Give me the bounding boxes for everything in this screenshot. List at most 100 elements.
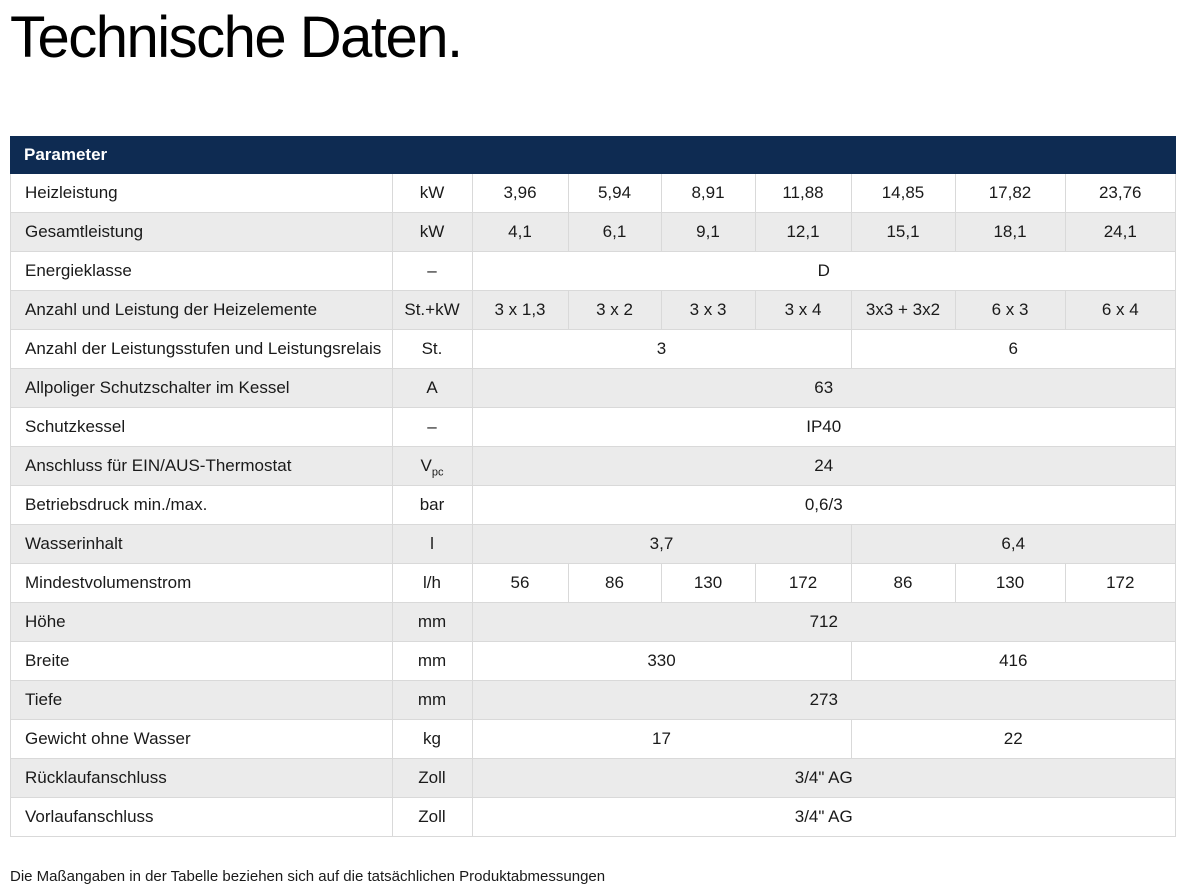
parameter-unit: Zoll (391, 796, 472, 836)
parameter-label: Wasserinhalt (11, 523, 392, 564)
table-row: Heizleistung kW 3,96 5,94 8,91 11,88 14,85 17,8… (11, 173, 1175, 213)
value-cell: 24,1 (1064, 211, 1175, 252)
parameter-unit: kg (391, 718, 472, 759)
parameter-label: Energieklasse (11, 250, 392, 291)
value-cell: 712 (471, 601, 1175, 642)
value-cell: 0,6/3 (471, 484, 1175, 525)
parameter-label: Rücklaufanschluss (11, 757, 392, 798)
spec-table: Heizleistung kW 3,96 5,94 8,91 11,88 14,85 17,8… (11, 173, 1175, 836)
value-cell: 5,94 (567, 173, 661, 213)
table-row: Gewicht ohne Wasser kg 17 22 (11, 718, 1175, 759)
value-cell: 6 x 3 (954, 289, 1065, 330)
parameter-label: Schutzkessel (11, 406, 392, 447)
value-cell: 3x3 + 3x2 (850, 289, 955, 330)
value-cell: 6 x 4 (1064, 289, 1175, 330)
parameter-unit: – (391, 250, 472, 291)
parameter-label: Allpoliger Schutzschalter im Kessel (11, 367, 392, 408)
table-row: Mindestvolumenstrom l/h 56 86 130 172 86 130 172 (11, 562, 1175, 603)
parameter-label: Heizleistung (11, 173, 392, 213)
value-cell: 330 (471, 640, 851, 681)
value-cell: 6 (850, 328, 1175, 369)
value-cell: 172 (1064, 562, 1175, 603)
value-cell: 17 (471, 718, 851, 759)
table-row: Gesamtleistung kW 4,1 6,1 9,1 12,1 15,1 18,1 24,… (11, 211, 1175, 252)
parameter-unit: Zoll (391, 757, 472, 798)
value-cell: 14,85 (850, 173, 955, 213)
value-cell: 3 (471, 328, 851, 369)
value-cell: 15,1 (850, 211, 955, 252)
value-cell: 273 (471, 679, 1175, 720)
value-cell: 22 (850, 718, 1175, 759)
table-row: Höhe mm 712 (11, 601, 1175, 642)
value-cell: 3 x 2 (567, 289, 661, 330)
table-row: Wasserinhalt l 3,7 6,4 (11, 523, 1175, 564)
value-cell: 3,96 (471, 173, 568, 213)
parameter-label: Anschluss für EIN/AUS-Thermostat (11, 445, 392, 486)
value-cell: 6,4 (850, 523, 1175, 564)
table-row: Breite mm 330 416 (11, 640, 1175, 681)
parameter-unit: bar (391, 484, 472, 525)
table-header-bar: Parameter (10, 135, 1176, 174)
value-cell: 8,91 (660, 173, 755, 213)
value-cell: 24 (471, 445, 1175, 486)
parameter-label: Anzahl der Leistungsstufen und Leistungs… (11, 328, 392, 369)
unit-subscript: pc (431, 466, 444, 479)
table-row: Energieklasse – D (11, 250, 1175, 291)
value-cell: 3 x 1,3 (471, 289, 568, 330)
parameter-label: Vorlaufanschluss (11, 796, 392, 836)
parameter-label: Anzahl und Leistung der Heizelemente (11, 289, 392, 330)
parameter-label: Tiefe (11, 679, 392, 720)
value-cell: 130 (660, 562, 755, 603)
value-cell: 3/4" AG (471, 796, 1175, 836)
parameter-unit: mm (391, 601, 472, 642)
spec-table-body: Heizleistung kW 3,96 5,94 8,91 11,88 14,85 17,8… (11, 173, 1175, 836)
parameter-unit: – (391, 406, 472, 447)
table-row: Anzahl und Leistung der Heizelemente St.+… (11, 289, 1175, 330)
technical-data-table: Parameter Heizleistung kW 3,96 5,94 8,91 11,8… (10, 135, 1176, 837)
value-cell: 3/4" AG (471, 757, 1175, 798)
table-row: Anschluss für EIN/AUS-Thermostat Vpc 24 (11, 445, 1175, 486)
value-cell: D (471, 250, 1175, 291)
value-cell: 63 (471, 367, 1175, 408)
value-cell: 9,1 (660, 211, 755, 252)
table-header-label: Parameter (24, 144, 108, 164)
value-cell: 416 (850, 640, 1175, 681)
value-cell: 23,76 (1064, 173, 1175, 213)
parameter-unit: mm (391, 640, 472, 681)
value-cell: 130 (954, 562, 1065, 603)
table-row: Allpoliger Schutzschalter im Kessel A 63 (11, 367, 1175, 408)
parameter-label: Mindestvolumenstrom (11, 562, 392, 603)
value-cell: 86 (850, 562, 955, 603)
parameter-unit: kW (391, 211, 472, 252)
parameter-unit: l (391, 523, 472, 564)
parameter-label: Betriebsdruck min./max. (11, 484, 392, 525)
table-row: Vorlaufanschluss Zoll 3/4" AG (11, 796, 1175, 836)
table-row: Anzahl der Leistungsstufen und Leistungs… (11, 328, 1175, 369)
table-row: Rücklaufanschluss Zoll 3/4" AG (11, 757, 1175, 798)
parameter-unit: A (391, 367, 472, 408)
value-cell: 4,1 (471, 211, 568, 252)
table-row: Betriebsdruck min./max. bar 0,6/3 (11, 484, 1175, 525)
parameter-label: Breite (11, 640, 392, 681)
value-cell: 3 x 3 (660, 289, 755, 330)
parameter-unit: l/h (391, 562, 472, 603)
value-cell: 12,1 (754, 211, 851, 252)
parameter-label: Gesamtleistung (11, 211, 392, 252)
value-cell: 17,82 (954, 173, 1065, 213)
value-cell: 11,88 (754, 173, 851, 213)
value-cell: 172 (754, 562, 851, 603)
value-cell: 3,7 (471, 523, 851, 564)
page-title: Technische Daten. (10, 5, 463, 70)
parameter-label: Höhe (11, 601, 392, 642)
parameter-unit: mm (391, 679, 472, 720)
parameter-label: Gewicht ohne Wasser (11, 718, 392, 759)
parameter-unit: St.+kW (391, 289, 472, 330)
value-cell: IP40 (471, 406, 1175, 447)
value-cell: 86 (567, 562, 661, 603)
parameter-unit: St. (391, 328, 472, 369)
parameter-unit: Vpc (391, 445, 472, 486)
dimensions-footnote: Die Maßangaben in der Tabelle beziehen s… (10, 867, 606, 885)
parameter-unit: kW (391, 173, 472, 213)
value-cell: 56 (471, 562, 568, 603)
